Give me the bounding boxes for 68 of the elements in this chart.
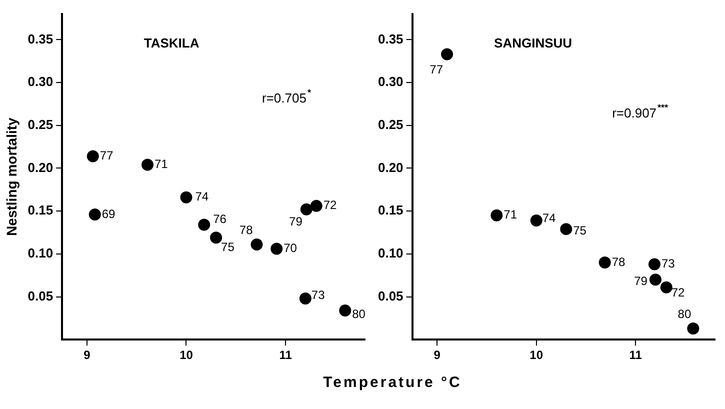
- annotation: 80: [352, 306, 366, 321]
- point: [299, 292, 312, 304]
- x-tick-label: 11: [279, 348, 292, 362]
- point: [300, 203, 312, 216]
- y-tick-label: 0.30: [378, 74, 404, 90]
- x-tick-label: 9: [434, 348, 441, 362]
- annotation: 70: [284, 241, 298, 256]
- point: [250, 238, 263, 250]
- y-tick-label: 0.05: [378, 288, 404, 304]
- point: [660, 281, 672, 294]
- annotation: 73: [311, 288, 326, 302]
- annotation: 78: [239, 222, 254, 237]
- annotation: 71: [154, 157, 168, 172]
- y-tick-label: 0.10: [378, 245, 404, 260]
- y-tick-label: 0.35: [378, 31, 404, 46]
- point: [270, 242, 283, 255]
- y-tick-label: 0.20: [28, 160, 54, 175]
- annotation: r=0.705*: [262, 87, 312, 106]
- point: [560, 223, 572, 236]
- point: [490, 209, 503, 222]
- point: [310, 200, 322, 212]
- annotation: 74: [542, 210, 556, 225]
- annotation: 77: [430, 62, 444, 77]
- x-tick-label: 10: [180, 348, 194, 362]
- annotation: 74: [195, 190, 209, 204]
- y-tick-label: 0.15: [378, 202, 404, 218]
- annotation: 76: [213, 212, 227, 226]
- y-tick-label: 0.25: [28, 116, 54, 132]
- point: [441, 48, 454, 60]
- annotation: 78: [612, 254, 626, 269]
- point: [649, 274, 662, 286]
- annotation: 73: [661, 256, 676, 271]
- x-axis-title: Temperature °C: [322, 374, 463, 391]
- point: [598, 256, 611, 268]
- point: [88, 208, 101, 220]
- y-tick-label: 0.05: [28, 288, 54, 304]
- annotation: 79: [289, 214, 303, 229]
- annotation: 72: [671, 286, 686, 300]
- annotation: 75: [573, 223, 587, 238]
- text: TASKILA: [144, 36, 200, 51]
- annotation: 79: [634, 274, 648, 288]
- text: SANGINSUU: [494, 36, 572, 51]
- point: [339, 304, 352, 316]
- annotation: 75: [221, 240, 235, 254]
- y-tick-label: 0.25: [378, 116, 404, 132]
- point: [210, 232, 222, 244]
- y-tick-label: 0.20: [378, 160, 404, 175]
- annotation: 72: [323, 198, 338, 212]
- y-tick-label: 0.30: [28, 74, 54, 90]
- x-tick-label: 9: [84, 348, 91, 362]
- annotation: 80: [678, 306, 692, 321]
- point: [180, 191, 192, 204]
- x-tick-label: 11: [629, 348, 642, 362]
- y-tick-label: 0.35: [28, 31, 54, 46]
- annotation: 71: [504, 208, 518, 222]
- y-tick-label: 0.10: [28, 245, 54, 260]
- point: [530, 214, 542, 226]
- y-tick-label: 0.15: [28, 202, 54, 218]
- annotation: r=0.907***: [612, 102, 669, 121]
- y-axis-title: Nestling mortality: [3, 117, 20, 236]
- point: [687, 322, 700, 334]
- point: [648, 258, 660, 270]
- point: [86, 150, 99, 162]
- annotation: 77: [100, 148, 114, 163]
- annotation: 69: [102, 206, 116, 221]
- point: [142, 158, 154, 171]
- x-tick-label: 10: [530, 348, 544, 362]
- point: [198, 218, 210, 231]
